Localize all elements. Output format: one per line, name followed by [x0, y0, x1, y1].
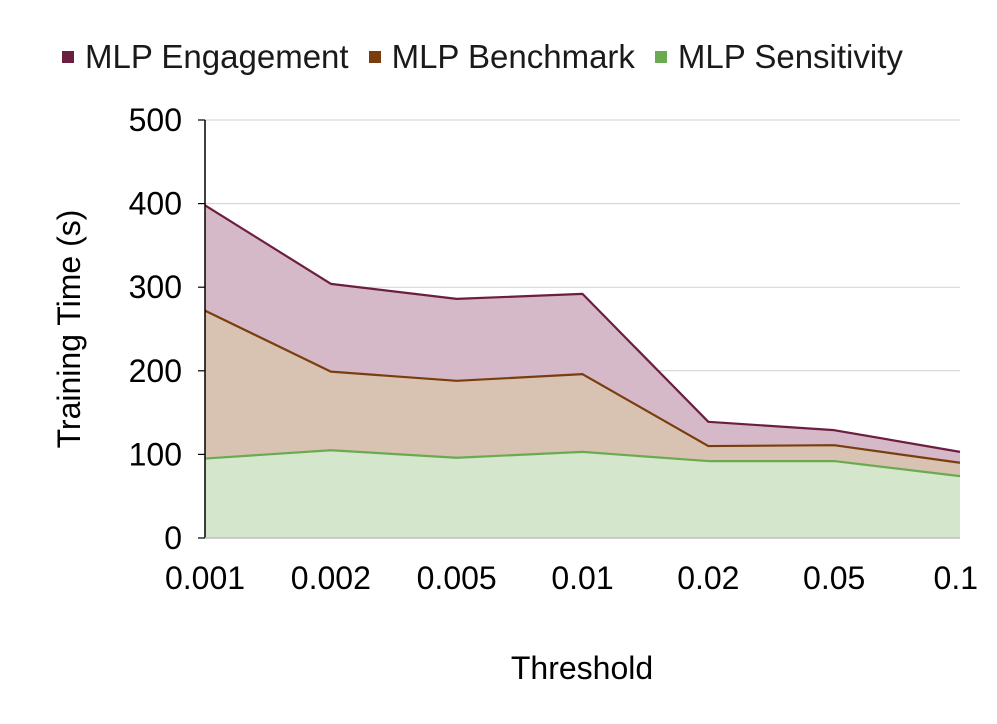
legend-swatch-mlp-sensitivity — [654, 51, 667, 63]
axes — [204, 120, 960, 539]
legend: MLP Engagement MLP Benchmark MLP Sensiti… — [62, 38, 923, 76]
y-tick-label-300: 300 — [129, 269, 182, 305]
area-mlp-sensitivity — [205, 450, 960, 538]
legend-item-mlp-sensitivity: MLP Sensitivity — [654, 38, 903, 76]
legend-label-mlp-benchmark: MLP Benchmark — [391, 38, 635, 75]
line-mlp-engagement — [204, 204, 961, 453]
x-tick-label-0.005: 0.005 — [417, 560, 497, 596]
line-mlp-benchmark — [204, 309, 961, 464]
legend-item-mlp-engagement: MLP Engagement — [62, 38, 349, 76]
y-tick-label-500: 500 — [129, 102, 182, 138]
x-tick-label-0.02: 0.02 — [677, 560, 739, 596]
legend-swatch-mlp-engagement — [62, 51, 74, 63]
legend-label-mlp-sensitivity: MLP Sensitivity — [677, 38, 903, 75]
legend-swatch-mlp-benchmark — [368, 51, 381, 63]
y-axis-title: Training Time (s) — [51, 210, 87, 449]
x-tick-label-0.1: 0.1 — [934, 560, 978, 596]
x-tick-label-0.05: 0.05 — [803, 560, 865, 596]
legend-item-mlp-benchmark: MLP Benchmark — [368, 38, 635, 76]
series-lines — [204, 204, 961, 478]
y-tick-label-0: 0 — [164, 520, 182, 556]
x-tick-label-0.001: 0.001 — [165, 560, 245, 596]
line-mlp-sensitivity — [204, 449, 961, 478]
y-tick-label-200: 200 — [129, 353, 182, 389]
x-tick-label-0.01: 0.01 — [551, 560, 613, 596]
series-areas — [205, 205, 960, 538]
y-tick-labels: 0 100 200 300 400 500 — [129, 102, 182, 556]
x-axis-title: Threshold — [511, 650, 653, 686]
x-tick-label-0.002: 0.002 — [291, 560, 371, 596]
y-tick-label-400: 400 — [129, 186, 182, 222]
y-tick-label-100: 100 — [129, 436, 182, 472]
legend-label-mlp-engagement: MLP Engagement — [85, 38, 349, 75]
x-tick-labels: 0.001 0.002 0.005 0.01 0.02 0.05 0.1 — [165, 560, 978, 596]
